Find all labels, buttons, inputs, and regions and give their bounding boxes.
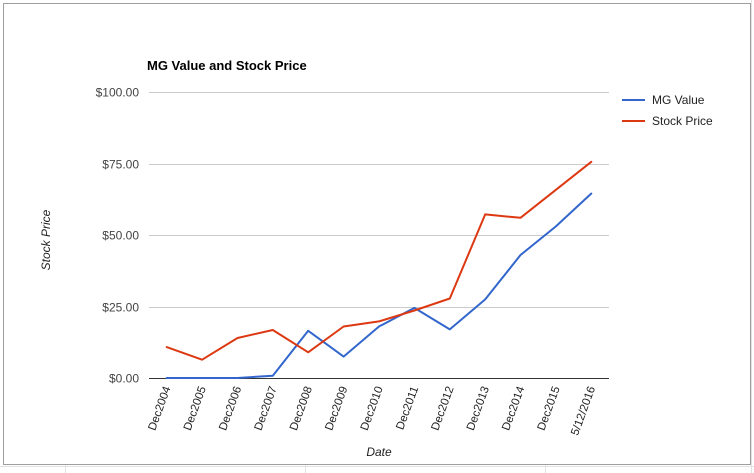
x-tick-label: Dec2009 [323,385,350,432]
x-tick-label: Dec2015 [536,385,563,432]
data-point [378,320,380,322]
y-tick-label: $75.00 [102,158,139,172]
data-point [413,307,415,309]
data-point [343,326,345,328]
data-point [236,337,238,339]
data-point [272,329,274,331]
data-point [307,351,309,353]
data-point [484,298,486,300]
line-chart: MG Value and Stock Price $0.00 $25.00 $50.… [39,58,713,459]
x-axis-ticks: Dec2004 Dec2005 Dec2006 Dec2007 Dec2008 Dec20… [146,384,598,437]
data-point [520,254,522,256]
x-axis-title: Date [366,445,392,459]
series-lines [165,160,593,379]
legend-item: MG Value [622,93,705,107]
chart-container[interactable]: MG Value and Stock Price $0.00 $25.00 $50.… [3,3,751,465]
series-line [165,160,593,361]
data-point [201,359,203,361]
y-tick-label: $0.00 [109,372,139,386]
y-axis-title: Stock Price [39,209,53,270]
data-point [449,328,451,330]
legend-label: Stock Price [652,114,713,128]
data-point [343,356,345,358]
x-tick-label: Dec2007 [253,385,280,432]
data-point [590,161,592,163]
x-tick-label: Dec2012 [430,385,457,432]
x-tick-label: Dec2014 [500,384,527,432]
gridlines [149,92,609,379]
series-line [165,192,593,379]
data-point [166,377,168,379]
legend-item: Stock Price [622,114,713,128]
y-axis-ticks: $0.00 $25.00 $50.00 $75.00 $100.00 [96,86,140,386]
data-point [555,225,557,227]
data-point [520,217,522,219]
data-point [449,297,451,299]
series-stock-price [165,160,593,361]
data-point [236,377,238,379]
x-tick-label: Dec2010 [359,385,386,432]
data-point [484,213,486,215]
data-point [378,326,380,328]
y-tick-label: $25.00 [102,301,139,315]
x-tick-label: Dec2008 [288,385,315,432]
data-point [413,310,415,312]
data-point [307,330,309,332]
legend: MG Value Stock Price [622,93,713,128]
data-point [555,189,557,191]
series-mg-value [165,192,593,379]
chart-title: MG Value and Stock Price [147,58,307,73]
x-tick-label: Dec2006 [217,385,244,432]
x-tick-label: Dec2011 [394,385,421,432]
x-tick-label: Dec2013 [465,385,492,432]
x-tick-label: 5/12/2016 [569,385,598,437]
legend-label: MG Value [652,93,705,107]
data-point [166,346,168,348]
y-tick-label: $100.00 [96,86,140,100]
x-tick-label: Dec2004 [146,384,173,432]
data-point [272,375,274,377]
data-point [201,377,203,379]
x-tick-label: Dec2005 [182,385,209,432]
y-tick-label: $50.00 [102,229,139,243]
data-point [590,193,592,195]
